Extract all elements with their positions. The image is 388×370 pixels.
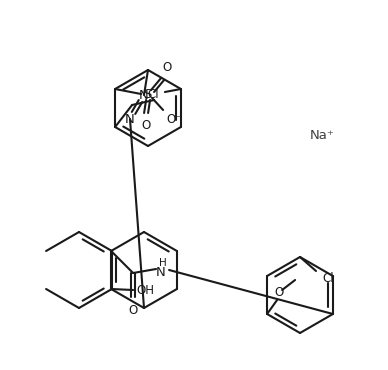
Text: Na⁺: Na⁺ bbox=[310, 128, 334, 141]
Text: H: H bbox=[159, 258, 167, 268]
Text: Cl: Cl bbox=[322, 272, 334, 286]
Text: O: O bbox=[142, 118, 151, 131]
Text: N: N bbox=[139, 88, 149, 101]
Text: O: O bbox=[163, 61, 172, 74]
Text: OH: OH bbox=[136, 283, 154, 296]
Text: N: N bbox=[156, 266, 166, 279]
Text: O⁻: O⁻ bbox=[166, 112, 182, 125]
Text: O: O bbox=[274, 286, 284, 299]
Text: N: N bbox=[125, 112, 135, 125]
Text: O: O bbox=[128, 303, 138, 316]
Text: S: S bbox=[143, 87, 151, 101]
Text: Cl: Cl bbox=[147, 87, 159, 101]
